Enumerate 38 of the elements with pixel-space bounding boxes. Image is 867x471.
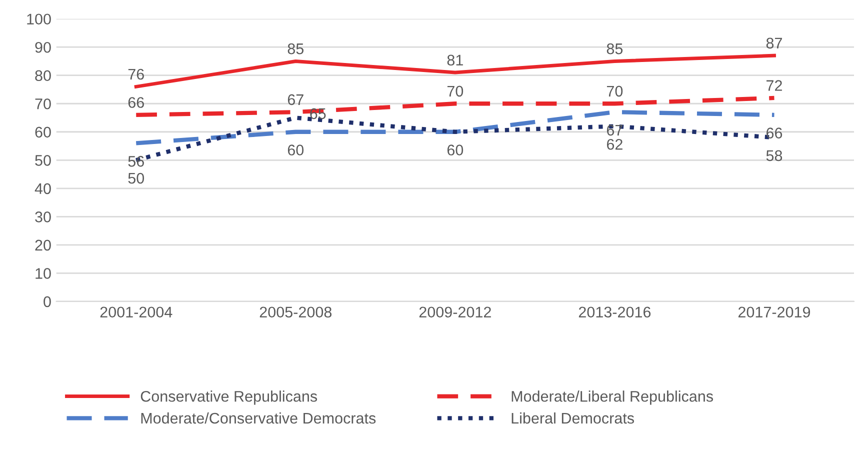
data-label: 67 (606, 124, 622, 136)
y-tick-label: 60 (35, 126, 51, 138)
legend-label: Moderate/Conservative Democrats (141, 412, 376, 424)
data-label: 85 (606, 43, 623, 54)
y-tick-label: 50 (35, 155, 51, 166)
data-label: 87 (766, 38, 782, 49)
data-label: 66 (766, 128, 782, 138)
y-tick-label: 0 (44, 296, 51, 308)
data-label: 70 (606, 86, 623, 97)
y-tick-label: 10 (36, 268, 51, 279)
data-label: 50 (128, 172, 144, 184)
data-label: 62 (606, 138, 622, 150)
data-label: 70 (447, 86, 464, 97)
data-label: 60 (288, 144, 304, 156)
x-tick-label: 2001-2004 (100, 306, 172, 318)
data-label: 76 (128, 68, 144, 80)
x-tick-label: 2017-2019 (738, 306, 810, 318)
y-tick-label: 70 (35, 98, 51, 110)
data-label: 85 (288, 43, 304, 54)
y-tick-label: 90 (35, 42, 51, 53)
data-label: 58 (766, 150, 782, 162)
data-label: 66 (128, 97, 144, 108)
x-tick-label: 2013-2016 (578, 306, 651, 318)
legend-label: Moderate/Liberal Republicans (512, 390, 713, 405)
x-tick-label: 2005-2008 (260, 306, 332, 318)
y-tick-label: 80 (35, 70, 51, 82)
y-tick-label: 30 (35, 212, 51, 222)
x-tick-label: 2009-2012 (419, 306, 491, 318)
legend-label: Conservative Republicans (140, 390, 318, 405)
data-label: 60 (447, 144, 464, 156)
data-label: 81 (447, 54, 463, 66)
data-label: 56 (128, 156, 144, 167)
data-label: 67 (288, 94, 304, 106)
data-label: 72 (766, 80, 782, 91)
y-tick-label: 20 (35, 240, 51, 251)
legend-label: Liberal Democrats (512, 412, 634, 424)
y-tick-label: 100 (27, 14, 51, 25)
y-tick-label: 40 (34, 183, 51, 194)
